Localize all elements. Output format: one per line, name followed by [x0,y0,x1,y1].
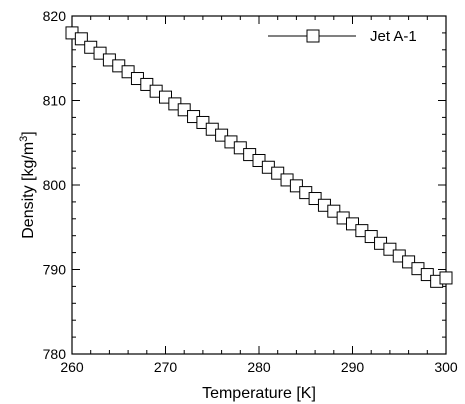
legend: Jet A-1 [268,28,417,45]
y-axis-label-sup: 3 [18,136,30,142]
data-point-marker [439,271,453,285]
legend-label-jet-a-1: Jet A-1 [370,28,417,45]
series-layer [65,26,453,288]
y-tick-label: 790 [43,262,67,278]
x-tick-label: 270 [154,359,178,375]
x-axis-label: Temperature [K] [202,385,316,402]
y-axis-label: Density [kg/m3] [18,131,37,239]
y-axis-label-tail: ] [20,131,37,135]
y-tick-label: 780 [43,346,67,362]
y-tick-label: 820 [43,8,67,24]
axis-ticks: 260 270 280 290 300 780 790 800 810 820 [43,8,458,375]
x-tick-label: 300 [434,359,458,375]
y-axis-label-main: Density [kg/m [20,142,37,239]
legend-marker [306,29,320,43]
x-tick-label: 290 [341,359,365,375]
x-tick-label: 280 [247,359,271,375]
y-tick-label: 800 [43,177,67,193]
y-tick-label: 810 [43,93,67,109]
x-tick-label: 260 [60,359,84,375]
